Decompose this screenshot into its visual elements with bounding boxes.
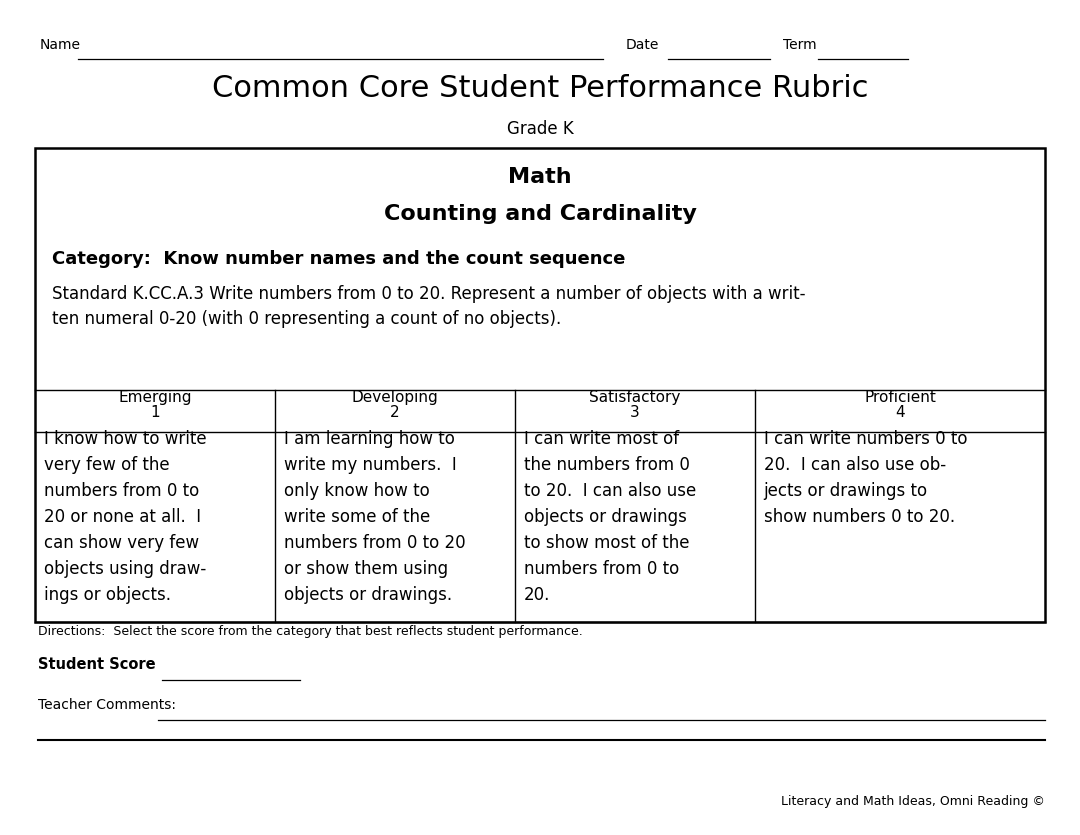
Text: Emerging: Emerging	[118, 390, 192, 405]
Text: 20 or none at all.  I: 20 or none at all. I	[43, 508, 201, 526]
Text: ten numeral 0-20 (with 0 representing a count of no objects).: ten numeral 0-20 (with 0 representing a …	[52, 310, 562, 328]
Text: Math: Math	[509, 167, 571, 187]
Text: Standard K.CC.A.3 Write numbers from 0 to 20. Represent a number of objects with: Standard K.CC.A.3 Write numbers from 0 t…	[52, 285, 806, 303]
Bar	[35, 148, 1045, 622]
Text: Teacher Comments:: Teacher Comments:	[38, 698, 176, 712]
Text: Grade K: Grade K	[507, 120, 573, 138]
Text: Date: Date	[626, 38, 660, 52]
Text: jects or drawings to: jects or drawings to	[764, 482, 928, 500]
Text: write my numbers.  I: write my numbers. I	[284, 456, 457, 474]
Text: the numbers from 0: the numbers from 0	[524, 456, 689, 474]
Text: 4: 4	[895, 405, 905, 420]
Text: numbers from 0 to: numbers from 0 to	[43, 482, 199, 500]
Text: I can write most of: I can write most of	[524, 430, 678, 448]
Text: I know how to write: I know how to write	[43, 430, 206, 448]
Text: 1: 1	[150, 405, 160, 420]
Text: I am learning how to: I am learning how to	[284, 430, 455, 448]
Text: 2: 2	[390, 405, 400, 420]
Text: only know how to: only know how to	[284, 482, 430, 500]
Text: Name: Name	[40, 38, 81, 52]
Text: 20.  I can also use ob-: 20. I can also use ob-	[764, 456, 946, 474]
Text: show numbers 0 to 20.: show numbers 0 to 20.	[764, 508, 955, 526]
Text: Student Score: Student Score	[38, 657, 156, 672]
Text: objects using draw-: objects using draw-	[43, 560, 206, 578]
Text: can show very few: can show very few	[43, 534, 199, 552]
Text: 20.: 20.	[524, 586, 550, 604]
Text: Proficient: Proficient	[864, 390, 936, 405]
Text: 3: 3	[630, 405, 639, 420]
Text: to 20.  I can also use: to 20. I can also use	[524, 482, 696, 500]
Text: Term: Term	[783, 38, 816, 52]
Text: Satisfactory: Satisfactory	[590, 390, 680, 405]
Text: very few of the: very few of the	[43, 456, 170, 474]
Text: Counting and Cardinality: Counting and Cardinality	[383, 204, 697, 224]
Text: Developing: Developing	[352, 390, 438, 405]
Text: I can write numbers 0 to: I can write numbers 0 to	[764, 430, 968, 448]
Text: objects or drawings.: objects or drawings.	[284, 586, 451, 604]
Text: to show most of the: to show most of the	[524, 534, 689, 552]
Text: numbers from 0 to: numbers from 0 to	[524, 560, 679, 578]
Text: or show them using: or show them using	[284, 560, 448, 578]
Text: Literacy and Math Ideas, Omni Reading ©: Literacy and Math Ideas, Omni Reading ©	[781, 795, 1045, 808]
Text: numbers from 0 to 20: numbers from 0 to 20	[284, 534, 465, 552]
Text: Common Core Student Performance Rubric: Common Core Student Performance Rubric	[212, 74, 868, 103]
Text: objects or drawings: objects or drawings	[524, 508, 687, 526]
Text: write some of the: write some of the	[284, 508, 430, 526]
Text: Directions:  Select the score from the category that best reflects student perfo: Directions: Select the score from the ca…	[38, 625, 583, 638]
Text: Category:  Know number names and the count sequence: Category: Know number names and the coun…	[52, 250, 625, 268]
Text: ings or objects.: ings or objects.	[43, 586, 171, 604]
